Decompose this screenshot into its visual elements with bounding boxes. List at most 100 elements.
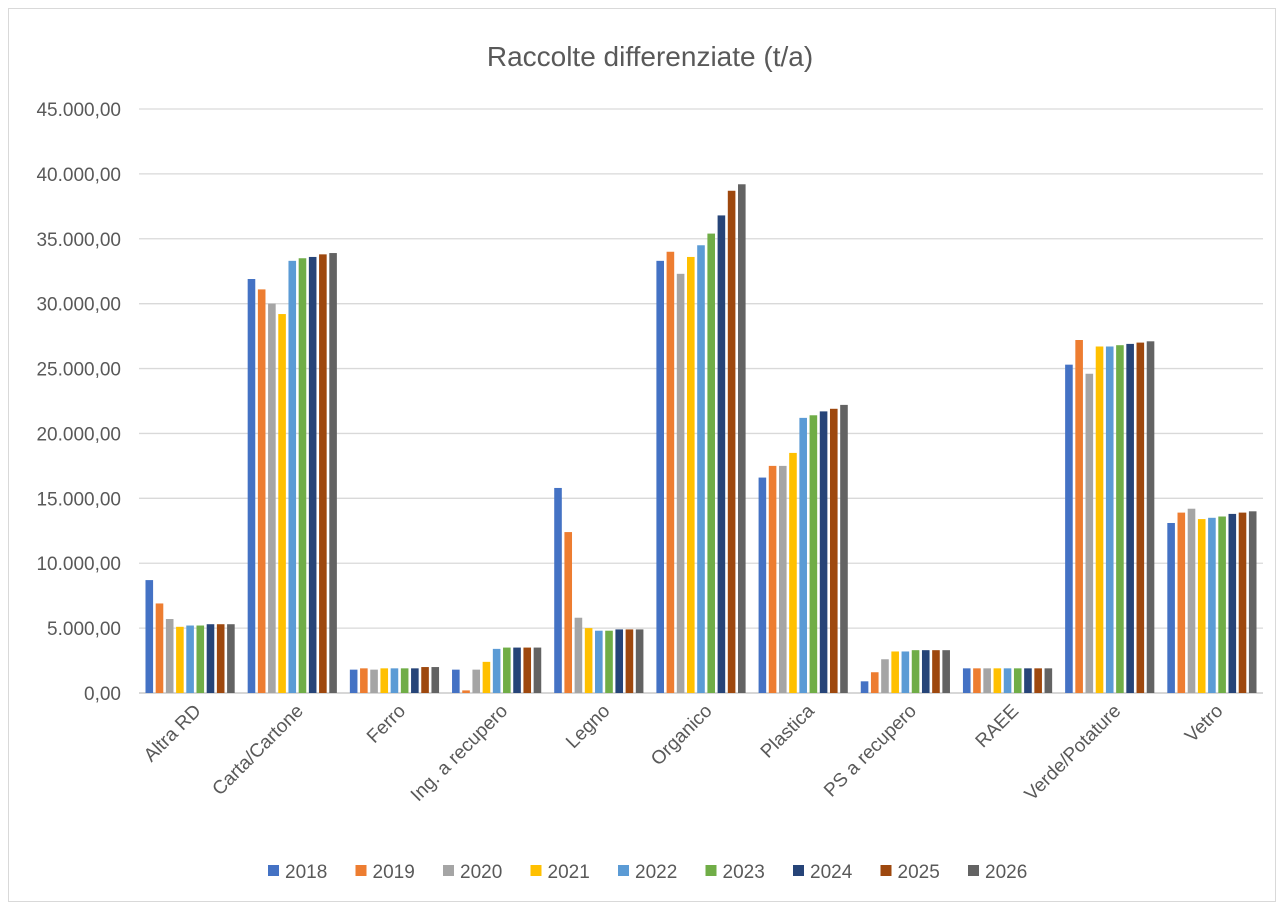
legend: 2018 2019 2020 2021 2022 2023 2024 2025 2026 <box>268 862 1027 883</box>
bar <box>155 603 164 693</box>
y-tick-label: 35.000,00 <box>36 230 121 251</box>
bar <box>656 260 664 693</box>
bar <box>1187 508 1196 693</box>
bar <box>1075 340 1083 693</box>
bars <box>145 184 1257 693</box>
bar <box>921 650 930 693</box>
bar <box>227 624 235 693</box>
legend-swatch <box>705 865 717 876</box>
bar <box>196 625 205 693</box>
bar <box>1024 668 1032 693</box>
bar <box>145 580 154 693</box>
legend-label: 2024 <box>810 862 853 883</box>
x-tick-label: Verde/Potature <box>1021 701 1125 805</box>
bar <box>1034 668 1042 693</box>
bar <box>942 650 950 693</box>
legend-swatch <box>793 865 804 876</box>
bar <box>1126 343 1134 693</box>
x-tick-label: Carta/Cartone <box>209 701 308 800</box>
bar <box>1003 668 1012 693</box>
bar <box>1044 668 1053 693</box>
bar <box>789 452 797 693</box>
x-tick-label: Legno <box>562 701 614 753</box>
y-axis-ticks: 0,00 5.000,00 10.000,00 15.000,00 20.000,00 2… <box>36 100 121 705</box>
bar <box>503 647 511 693</box>
bar <box>687 256 695 693</box>
bar <box>1177 512 1186 693</box>
y-tick-label: 25.000,00 <box>36 360 121 381</box>
x-tick-label: Ferro <box>363 701 410 748</box>
bar <box>1013 668 1022 693</box>
legend-swatch <box>618 865 629 876</box>
bar <box>1208 517 1216 693</box>
x-tick-label: Ing. a recupero <box>407 701 512 806</box>
bar <box>891 651 899 693</box>
bar <box>584 628 593 693</box>
legend-swatch <box>443 865 454 876</box>
bar <box>615 629 624 693</box>
legend-swatch <box>530 865 542 876</box>
bar <box>1085 373 1094 693</box>
bar <box>635 629 644 693</box>
bar <box>666 251 675 693</box>
bar <box>697 245 705 693</box>
bar <box>738 184 746 693</box>
bar <box>870 672 879 693</box>
bar <box>1197 519 1206 693</box>
legend-label: 2019 <box>373 862 415 883</box>
bar <box>881 659 889 693</box>
bar <box>1167 522 1175 693</box>
legend-label: 2026 <box>985 862 1027 883</box>
bar <box>533 647 542 693</box>
bar <box>268 303 276 693</box>
bar <box>1105 346 1114 693</box>
bar <box>595 630 603 693</box>
bar <box>513 647 521 693</box>
bar <box>1116 345 1124 693</box>
y-tick-label: 30.000,00 <box>36 295 121 316</box>
bar <box>676 273 685 693</box>
bar <box>973 668 981 693</box>
bar <box>1218 516 1226 693</box>
legend-swatch <box>968 865 979 876</box>
bar <box>799 417 807 693</box>
x-tick-label: Vetro <box>1181 701 1227 747</box>
bar <box>349 669 358 693</box>
bar <box>329 253 337 693</box>
bar <box>983 668 991 693</box>
legend-label: 2018 <box>285 862 327 883</box>
legend-label: 2025 <box>898 862 940 883</box>
bar <box>288 260 297 693</box>
chart-title: Raccolte differenziate (t/a) <box>487 41 813 72</box>
bar <box>298 258 307 693</box>
bar <box>308 256 317 693</box>
bar <box>1095 346 1104 693</box>
bar <box>1136 342 1145 693</box>
bar <box>564 532 573 693</box>
bar <box>421 667 429 693</box>
bar <box>901 651 910 693</box>
bar <box>809 415 818 693</box>
y-tick-label: 45.000,00 <box>36 100 121 121</box>
legend-label: 2022 <box>635 862 677 883</box>
bar <box>1228 513 1237 693</box>
bar <box>492 648 501 693</box>
x-tick-label: Plastica <box>757 700 819 762</box>
bar <box>829 408 838 693</box>
bar <box>911 650 920 693</box>
bar <box>165 619 174 693</box>
bar <box>390 668 399 693</box>
bar <box>380 668 389 693</box>
bar <box>1146 341 1155 693</box>
bar <box>482 661 491 693</box>
y-tick-label: 15.000,00 <box>36 489 121 510</box>
bar <box>932 650 940 693</box>
legend-label: 2020 <box>460 862 502 883</box>
legend-swatch <box>268 865 279 876</box>
x-tick-label: PS a recupero <box>820 701 921 802</box>
bar <box>431 667 440 693</box>
bar <box>860 681 869 693</box>
bar <box>768 465 777 693</box>
y-tick-label: 40.000,00 <box>36 165 121 186</box>
